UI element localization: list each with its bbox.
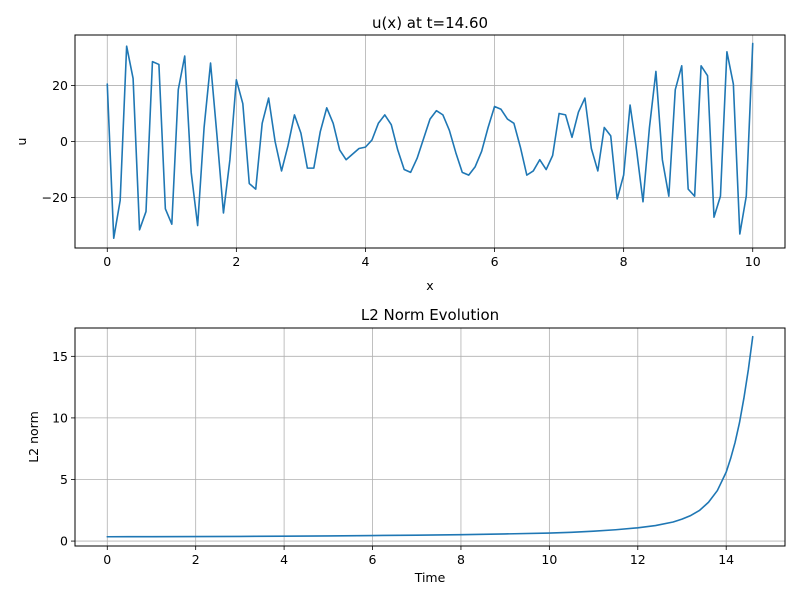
plot-frame bbox=[74, 327, 786, 547]
series-line bbox=[106, 42, 754, 239]
series-line bbox=[106, 335, 754, 538]
y-tick-label: 20 bbox=[52, 78, 68, 93]
x-tick-label: 8 bbox=[620, 254, 628, 269]
y-tick-label: 10 bbox=[52, 410, 68, 425]
y-axis-label: u bbox=[14, 138, 29, 146]
y-tick-label: 5 bbox=[60, 472, 68, 487]
l2-norm-chart: 0 2 4 6 8 10 12 14 0 5 10 15 L2 Norm Evolution Time L2… bbox=[26, 306, 786, 585]
x-tick-label: 14 bbox=[718, 552, 734, 567]
u-profile-chart: 0 2 4 6 8 10 −20 0 20 u(x) at t=14.60 x u bbox=[14, 14, 786, 293]
y-tick-label: 0 bbox=[60, 134, 68, 149]
x-tick-label: 6 bbox=[491, 254, 499, 269]
chart-title: u(x) at t=14.60 bbox=[372, 14, 488, 32]
x-tick-label: 0 bbox=[103, 552, 111, 567]
x-tick-label: 12 bbox=[630, 552, 646, 567]
y-axis-label: L2 norm bbox=[26, 411, 41, 463]
x-tick-label: 4 bbox=[280, 552, 288, 567]
y-tick-label: 15 bbox=[52, 349, 68, 364]
x-tick-label: 10 bbox=[745, 254, 761, 269]
x-tick-label: 0 bbox=[103, 254, 111, 269]
x-axis-label: Time bbox=[414, 570, 446, 585]
x-tick-label: 2 bbox=[192, 552, 200, 567]
y-tick-label: −20 bbox=[42, 190, 68, 205]
y-tick-label: 0 bbox=[60, 534, 68, 549]
x-tick-label: 6 bbox=[369, 552, 377, 567]
x-tick-label: 2 bbox=[232, 254, 240, 269]
x-tick-label: 10 bbox=[541, 552, 557, 567]
x-axis-label: x bbox=[426, 278, 433, 293]
x-tick-label: 4 bbox=[361, 254, 369, 269]
chart-title: L2 Norm Evolution bbox=[361, 306, 499, 324]
x-tick-label: 8 bbox=[457, 552, 465, 567]
